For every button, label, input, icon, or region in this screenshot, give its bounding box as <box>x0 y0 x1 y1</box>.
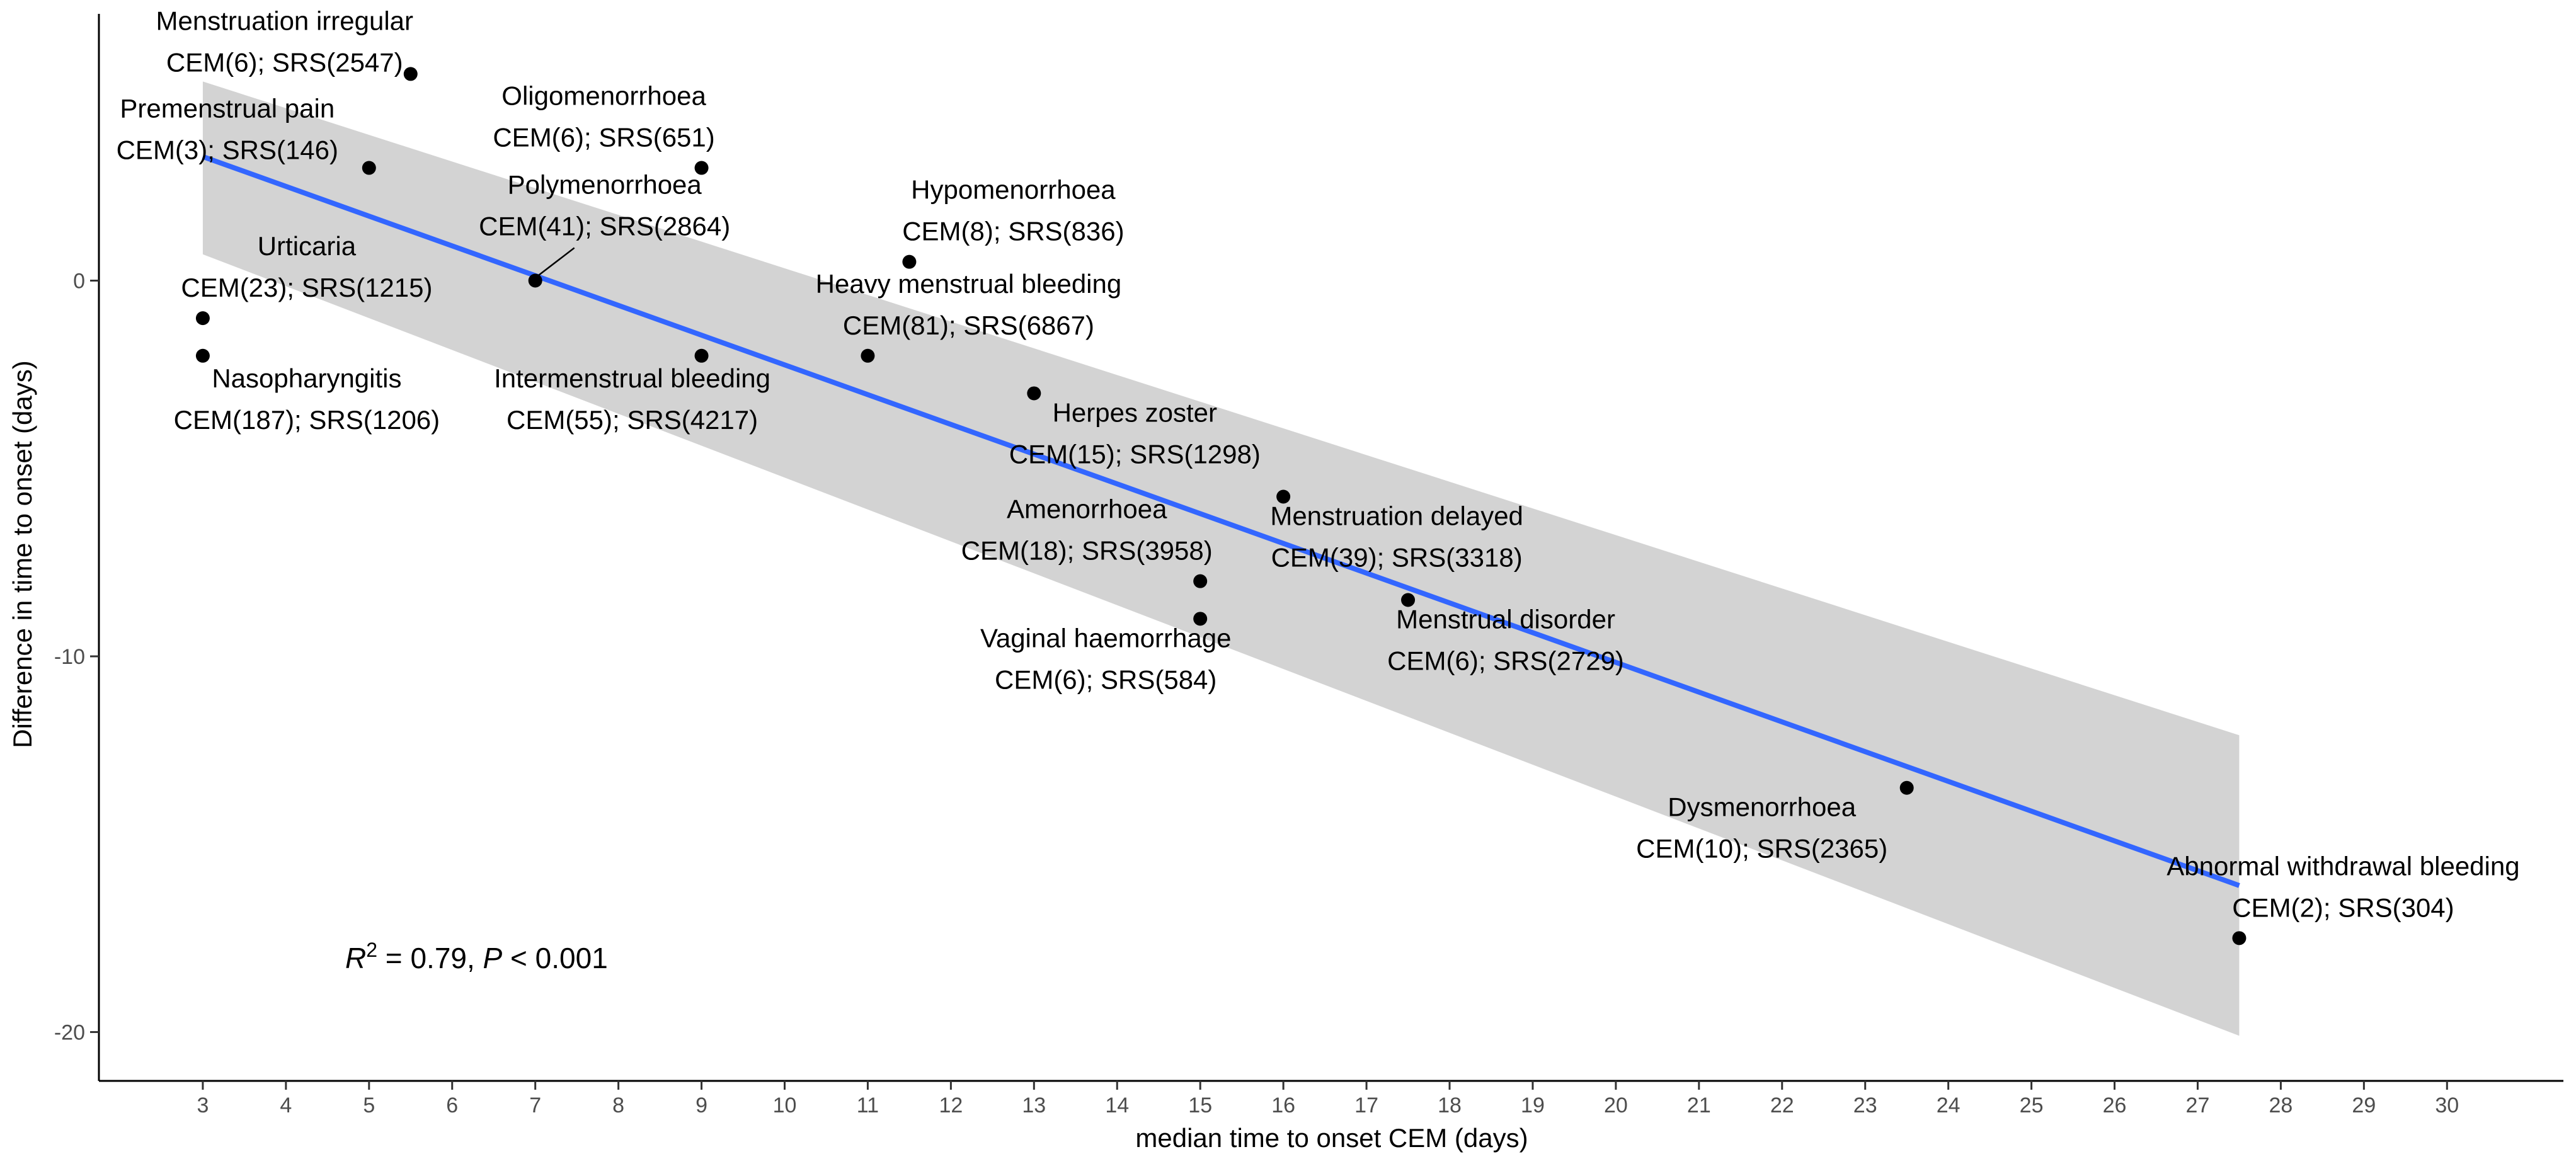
y-tick-label: 0 <box>73 270 85 294</box>
point-label-name: Dysmenorrhoea <box>1668 792 1856 822</box>
confidence-band-layer <box>202 81 2240 1036</box>
data-point <box>861 348 875 363</box>
regression-line-layer <box>202 154 2240 888</box>
data-point <box>528 273 542 288</box>
x-tick-label: 30 <box>2435 1093 2459 1117</box>
point-label-counts: CEM(55); SRS(4217) <box>507 405 758 435</box>
x-tick-label: 8 <box>612 1093 624 1117</box>
x-tick-label: 14 <box>1105 1093 1129 1117</box>
point-label-counts: CEM(187); SRS(1206) <box>174 405 440 435</box>
x-tick-label: 13 <box>1022 1093 1046 1117</box>
point-label-counts: CEM(3); SRS(146) <box>117 135 338 165</box>
point-label-counts: CEM(6); SRS(2547) <box>166 47 403 77</box>
point-label-counts: CEM(39); SRS(3318) <box>1271 542 1523 572</box>
point-label-name: Intermenstrual bleeding <box>494 363 770 393</box>
data-point <box>1027 386 1041 401</box>
point-label-name: Menstrual disorder <box>1396 605 1615 634</box>
x-tick-label: 7 <box>529 1093 541 1117</box>
point-label-name: Amenorrhoea <box>1007 494 1167 524</box>
data-point <box>902 254 917 269</box>
x-tick-label: 17 <box>1354 1093 1378 1117</box>
confidence-band <box>202 81 2240 1036</box>
point-labels-layer: Menstruation irregular CEM(6); SRS(2547) P… <box>117 6 2520 922</box>
x-tick-label: 9 <box>696 1093 707 1117</box>
x-axis-title: median time to onset CEM (days) <box>1135 1123 1528 1153</box>
point-label-name: Oligomenorrhoea <box>501 81 706 111</box>
point-label-name: Nasopharyngitis <box>212 363 401 393</box>
data-point <box>195 311 210 326</box>
x-tick-label: 26 <box>2103 1093 2127 1117</box>
point-label-counts: CEM(81); SRS(6867) <box>843 311 1094 340</box>
x-tick-label: 5 <box>363 1093 375 1117</box>
x-tick-label: 18 <box>1438 1093 1462 1117</box>
point-label-name: Menstruation irregular <box>156 6 414 35</box>
point-label-counts: CEM(18); SRS(3958) <box>961 536 1213 566</box>
r-exponent: 2 <box>366 939 377 961</box>
point-label-name: Menstruation delayed <box>1270 501 1523 530</box>
point-label-name: Abnormal withdrawal bleeding <box>2167 851 2519 881</box>
data-point <box>403 67 418 81</box>
x-tick-label: 22 <box>1770 1093 1794 1117</box>
data-point <box>1401 593 1416 607</box>
label-leader-line <box>535 247 575 278</box>
r-squared-annotation: R2 = 0.79, P < 0.001 <box>345 939 608 974</box>
r-value: = 0.79, <box>377 942 483 974</box>
data-point <box>1276 489 1291 504</box>
point-label-name: Urticaria <box>258 231 357 261</box>
axes-layer: 3 4 5 6 7 8 9 10 11 12 13 14 15 16 17 18 19 20 21 22 23 24 25 2… <box>54 14 2563 1117</box>
point-label-name: Hypomenorrhoea <box>911 175 1116 205</box>
data-point <box>1193 612 1208 626</box>
point-label-counts: CEM(2); SRS(304) <box>2232 893 2454 922</box>
point-label-counts: CEM(10); SRS(2365) <box>1636 834 1887 864</box>
y-tick-label: -20 <box>54 1020 85 1044</box>
x-tick-label: 19 <box>1521 1093 1545 1117</box>
x-tick-label: 11 <box>857 1093 879 1117</box>
x-tick-label: 25 <box>2020 1093 2044 1117</box>
x-tick-label: 28 <box>2269 1093 2293 1117</box>
data-point <box>694 348 709 363</box>
x-tick-label: 29 <box>2352 1093 2376 1117</box>
y-axis-title: Difference in time to onset (days) <box>8 360 37 748</box>
x-tick-label: 10 <box>773 1093 797 1117</box>
data-point <box>362 161 376 175</box>
data-point <box>1193 574 1208 588</box>
data-points-layer <box>195 67 2247 945</box>
point-label-counts: CEM(6); SRS(651) <box>493 123 714 152</box>
data-point <box>694 161 709 175</box>
point-label-counts: CEM(8); SRS(836) <box>902 217 1124 246</box>
point-label-name: Heavy menstrual bleeding <box>816 269 1122 299</box>
data-point <box>1899 780 1914 795</box>
x-tick-label: 24 <box>1937 1093 1961 1117</box>
y-tick-label: -10 <box>54 645 85 669</box>
x-tick-label: 12 <box>939 1093 963 1117</box>
label-leader-layer <box>535 247 575 278</box>
p-symbol: P <box>483 942 503 974</box>
x-tick-label: 6 <box>446 1093 458 1117</box>
point-label-counts: CEM(23); SRS(1215) <box>181 273 432 302</box>
point-label-name: Premenstrual pain <box>120 94 335 123</box>
data-point <box>2232 931 2247 945</box>
regression-line <box>202 154 2240 888</box>
point-label-name: Herpes zoster <box>1053 397 1217 427</box>
x-tick-label: 3 <box>197 1093 209 1117</box>
x-tick-label: 4 <box>280 1093 292 1117</box>
point-label-name: Polymenorrhoea <box>508 170 702 200</box>
point-label-counts: CEM(6); SRS(2729) <box>1387 646 1624 676</box>
p-value: < 0.001 <box>502 942 608 974</box>
x-tick-label: 23 <box>1853 1093 1877 1117</box>
point-label-name: Vaginal haemorrhage <box>980 623 1232 653</box>
x-tick-label: 20 <box>1604 1093 1628 1117</box>
x-tick-label: 16 <box>1271 1093 1295 1117</box>
data-point <box>195 348 210 363</box>
point-label-counts: CEM(6); SRS(584) <box>995 665 1216 694</box>
x-tick-label: 27 <box>2186 1093 2210 1117</box>
point-label-counts: CEM(41); SRS(2864) <box>479 212 730 241</box>
x-tick-label: 21 <box>1687 1093 1711 1117</box>
point-label-counts: CEM(15); SRS(1298) <box>1009 439 1261 469</box>
r-symbol: R <box>345 942 366 974</box>
x-tick-label: 15 <box>1188 1093 1212 1117</box>
